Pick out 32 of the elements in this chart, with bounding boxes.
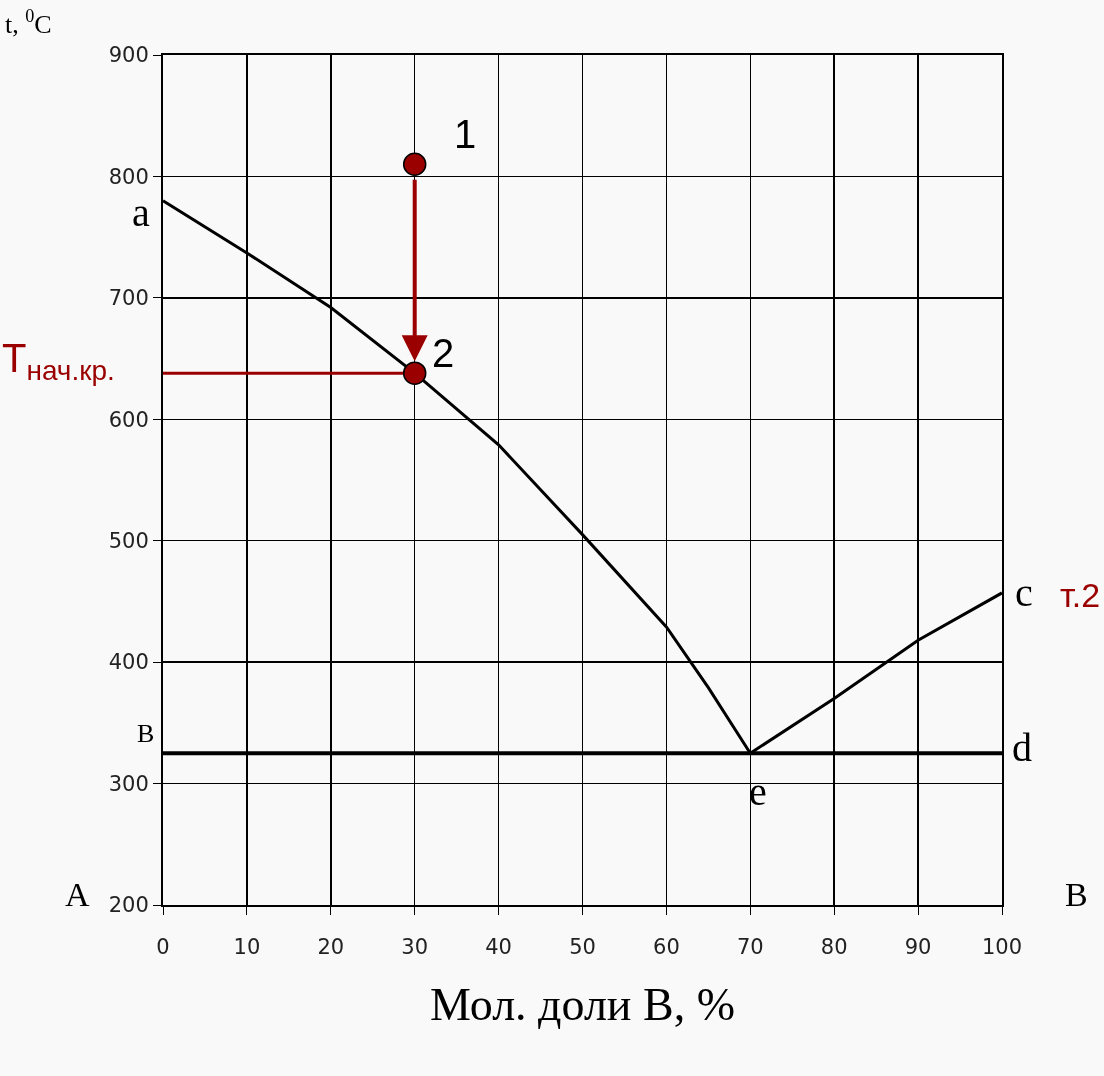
x-tick-label: 80 [820, 935, 848, 960]
y-tick-label: 300 [108, 771, 149, 796]
y-tick-label: 900 [108, 43, 149, 68]
text: A [65, 876, 90, 913]
annotation: a [132, 190, 150, 235]
annotation: e [749, 769, 767, 814]
x-tick-label: 100 [981, 935, 1023, 960]
text: B [1065, 876, 1088, 913]
y-tick-label: 600 [108, 407, 149, 432]
annotation: 1 [454, 112, 477, 156]
y-tick-label: 800 [108, 164, 149, 189]
annotation: c [1015, 570, 1033, 615]
y-tick-label: 400 [108, 650, 149, 675]
annotation: т.2 [1060, 576, 1101, 614]
x-tick-label: 0 [156, 935, 170, 960]
annotation: T$_{нач.кр.}$ [2, 336, 115, 387]
y-tick-label: 200 [108, 893, 149, 918]
annotation: 2 [432, 331, 455, 375]
x-tick-label: 60 [653, 935, 680, 960]
x-tick-label: 50 [569, 935, 596, 960]
x-tick-label: 20 [317, 935, 345, 960]
y-tick-label: 500 [108, 529, 149, 554]
x-tick-label: 90 [904, 935, 932, 960]
x-tick-label: 40 [485, 935, 512, 960]
annotation: d [1012, 725, 1032, 770]
x-tick-label: 30 [401, 935, 429, 960]
y-axis-title: t, $^{0}$C [5, 6, 52, 39]
x-axis-title: Мол. доли B, % [430, 979, 735, 1031]
x-tick-label: 10 [233, 935, 261, 960]
annotation: B [137, 719, 155, 748]
y-tick-label: 700 [108, 286, 149, 311]
x-tick-label: 70 [736, 935, 764, 960]
